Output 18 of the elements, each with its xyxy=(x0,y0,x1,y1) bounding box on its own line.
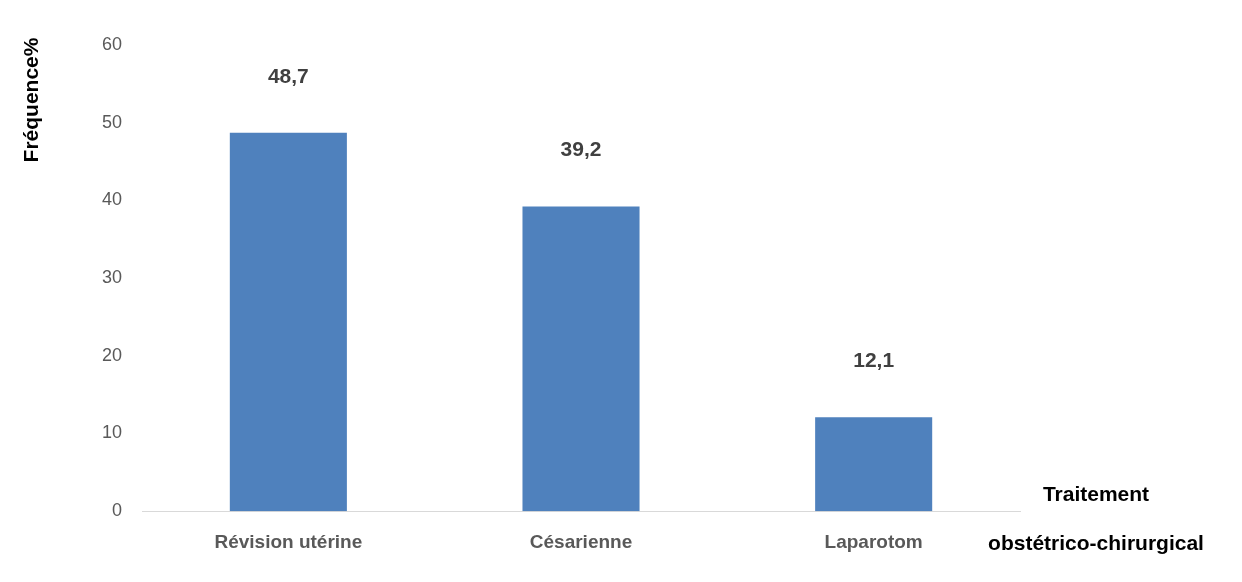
y-tick-label: 20 xyxy=(101,344,123,365)
y-tick-label: 50 xyxy=(101,111,123,132)
y-tick-label: 40 xyxy=(101,189,123,210)
x-tick-label: Révision utérine xyxy=(214,530,363,552)
y-tick-label: 10 xyxy=(101,422,123,443)
text: Traitement obstétrico-chirurgical xyxy=(988,482,1204,554)
bar xyxy=(229,132,347,512)
data-label: 39,2 xyxy=(560,137,602,161)
x-tick-label: Laparotom xyxy=(824,530,923,552)
y-tick-label: 30 xyxy=(101,267,123,288)
bar xyxy=(522,206,640,512)
data-label: 12,1 xyxy=(853,347,895,371)
y-tick-label: 0 xyxy=(112,500,123,521)
y-tick-label: 60 xyxy=(101,33,123,54)
x-tick-label: Césarienne xyxy=(529,530,633,552)
y-axis-title: Fréquence% xyxy=(18,37,42,163)
bar xyxy=(815,417,933,512)
data-label: 48,7 xyxy=(267,63,309,87)
